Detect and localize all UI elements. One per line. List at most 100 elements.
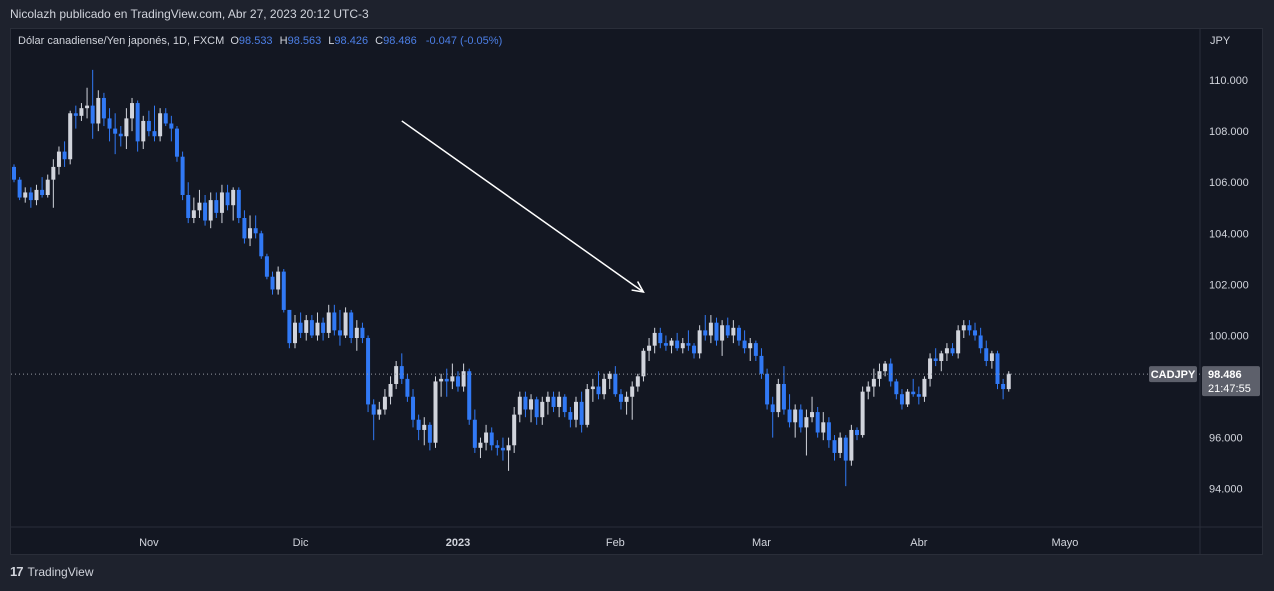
candle-body	[85, 105, 90, 109]
candle-body	[478, 442, 483, 448]
candle-body	[174, 128, 179, 157]
candle-body	[394, 366, 399, 384]
price-tag-bg	[1202, 366, 1260, 397]
candle-body	[973, 330, 978, 336]
candle-body	[669, 340, 674, 346]
candle-body	[163, 113, 168, 124]
candle-body	[158, 113, 163, 137]
candle-body	[579, 401, 584, 425]
y-tick-label: 102.000	[1209, 279, 1249, 291]
candle-body	[51, 166, 56, 180]
candle-body	[96, 97, 101, 124]
x-tick-label: 2023	[446, 537, 470, 549]
candle-body	[506, 445, 511, 451]
candle-body	[343, 312, 348, 336]
candle-body	[293, 322, 297, 344]
legend-open: O98.533	[230, 35, 273, 47]
candle-body	[231, 189, 236, 206]
x-tick-label: Mayo	[1051, 537, 1078, 549]
candle-body	[624, 396, 629, 402]
candle-body	[798, 409, 803, 428]
price-axis-currency: JPY	[1210, 35, 1231, 47]
candle-body	[180, 156, 185, 195]
candle-body	[242, 217, 247, 239]
candle-body	[849, 429, 854, 461]
candle-body	[523, 396, 528, 410]
candle-body	[377, 409, 382, 415]
candle-body	[28, 192, 33, 201]
candle-body	[635, 376, 640, 387]
candle-body	[596, 386, 601, 395]
candle-body	[304, 320, 309, 333]
candle-body	[455, 376, 460, 387]
candle-body	[113, 128, 118, 134]
candle-body	[826, 422, 831, 441]
candle-body	[770, 404, 775, 413]
x-tick-label: Dic	[293, 537, 309, 549]
candle-body	[686, 343, 691, 346]
candle-body	[933, 358, 938, 361]
candle-body	[590, 386, 595, 390]
candle-body	[855, 429, 859, 436]
candle-body	[500, 447, 505, 451]
trend-arrow-line	[401, 120, 644, 293]
candle-body	[922, 378, 927, 397]
candle-body	[607, 373, 612, 379]
candle-body	[422, 424, 427, 430]
candle-body	[714, 322, 719, 341]
candle-body	[56, 151, 61, 167]
candle-body	[45, 179, 50, 195]
candle-body	[208, 200, 213, 221]
candle-body	[787, 409, 792, 423]
candle-body	[1001, 383, 1006, 390]
candle-body	[118, 133, 123, 137]
candle-body	[568, 412, 573, 420]
candle-body	[765, 373, 770, 405]
candle-body	[450, 376, 455, 382]
candle-body	[860, 391, 865, 436]
candle-body	[248, 228, 253, 239]
candle-body	[411, 396, 416, 420]
candle-body	[270, 276, 275, 290]
candle-body	[720, 325, 725, 341]
candle-body	[405, 378, 410, 397]
candle-body	[472, 419, 477, 448]
candle-body	[781, 383, 786, 410]
candle-body	[416, 419, 421, 430]
candle-body	[630, 386, 635, 397]
candle-body	[557, 396, 562, 407]
legend-change: -0.047 (-0.05%)	[425, 35, 503, 47]
publisher-text: Nicolazh publicado en TradingView.com, A…	[10, 7, 369, 21]
candle-body	[804, 417, 809, 428]
legend-low: L98.426	[328, 35, 369, 47]
candle-body	[815, 412, 820, 433]
candle-body	[135, 103, 140, 142]
candle-body	[276, 271, 281, 290]
candle-body	[264, 256, 269, 277]
candle-body	[759, 355, 764, 374]
candle-body	[753, 343, 758, 356]
ohlc-legend: Dólar canadiense/Yen japonés, 1D, FXCM O…	[18, 35, 502, 47]
candle-body	[534, 399, 539, 418]
candle-body	[675, 340, 680, 349]
candle-body	[978, 335, 983, 349]
legend-instrument: Dólar canadiense/Yen japonés, 1D, FXCM	[18, 35, 225, 47]
y-tick-label: 106.000	[1209, 177, 1249, 189]
y-tick-label: 108.000	[1209, 126, 1249, 138]
tradingview-footer[interactable]: 17 TradingView	[10, 564, 94, 579]
candle-body	[388, 383, 393, 397]
candle-body	[961, 325, 966, 331]
y-tick-label: 94.000	[1209, 484, 1243, 496]
candle-body	[107, 118, 112, 129]
candle-body	[810, 412, 815, 418]
candle-body	[529, 399, 534, 410]
candle-body	[692, 345, 697, 354]
candle-body	[315, 322, 320, 336]
candle-body	[197, 202, 202, 211]
candle-body	[894, 381, 899, 395]
y-tick-label: 100.000	[1209, 330, 1249, 342]
candle-body	[748, 343, 753, 349]
candle-body	[427, 424, 432, 443]
candle-body	[916, 394, 921, 397]
